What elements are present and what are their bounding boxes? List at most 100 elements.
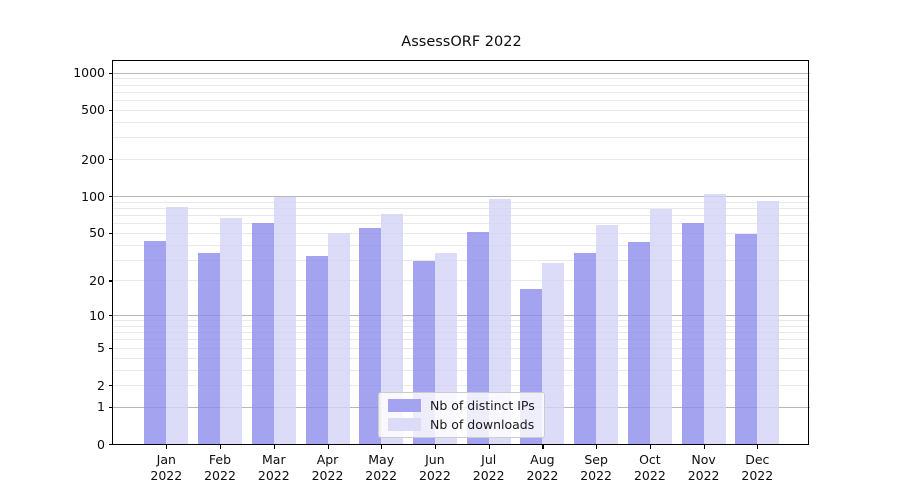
x-tick-mark (327, 444, 329, 450)
gridline-minor (113, 369, 810, 371)
bar-downloads (703, 194, 726, 445)
gridline-major (113, 315, 810, 317)
x-tick-mark (220, 444, 222, 450)
x-tick-label: Mar 2022 (257, 452, 290, 483)
x-tick-label: Sep 2022 (580, 452, 612, 483)
x-tick-label: Jul 2022 (472, 452, 505, 483)
bar-downloads (327, 232, 350, 445)
gridline-minor (113, 244, 810, 246)
bar-downloads (381, 214, 404, 445)
distinct-ips-swatch (388, 399, 421, 413)
gridline-minor (113, 137, 810, 139)
y-tick-mark (108, 72, 113, 74)
gridline-minor (113, 320, 810, 322)
gridline-minor (113, 109, 810, 111)
bar-downloads (596, 224, 619, 445)
x-tick-mark (488, 444, 490, 450)
gridline-minor (113, 159, 810, 160)
y-tick-mark (108, 280, 113, 282)
gridline-minor (113, 339, 810, 341)
y-tick-label: 500 (81, 102, 105, 118)
legend-entry-downloads: Nb of downloads (388, 417, 535, 432)
x-tick-mark (649, 444, 652, 450)
y-tick-label: 50 (89, 225, 105, 241)
y-tick-mark (108, 109, 113, 112)
legend: Nb of distinct IPs Nb of downloads (378, 392, 545, 438)
x-tick-mark (703, 444, 705, 450)
y-tick-label: 20 (89, 272, 105, 288)
x-tick-mark (596, 444, 598, 450)
gridline-minor (113, 100, 810, 102)
x-tick-label: Jun 2022 (418, 452, 451, 483)
gridline-minor (113, 201, 810, 203)
y-tick-label: 200 (81, 151, 105, 167)
bar-distinct-ips (681, 223, 704, 445)
gridline-minor (113, 78, 810, 80)
y-tick-label: 0 (97, 436, 105, 452)
y-tick-mark (108, 385, 113, 387)
x-tick-label: Apr 2022 (311, 452, 344, 483)
bar-distinct-ips (574, 253, 597, 445)
bar-distinct-ips (359, 227, 382, 445)
y-tick-label: 5 (97, 340, 105, 356)
gridline-major (113, 196, 810, 197)
x-tick-label: Jan 2022 (150, 452, 183, 483)
gridline-minor (113, 223, 810, 225)
bar-downloads (220, 218, 242, 445)
gridline-minor (113, 325, 810, 327)
x-tick-label: Feb 2022 (204, 452, 236, 483)
y-tick-mark (108, 196, 113, 198)
gridline-minor (113, 357, 810, 359)
x-tick-label: Nov 2022 (687, 452, 720, 483)
x-tick-label: Oct 2022 (633, 452, 666, 483)
gridline-minor (113, 232, 810, 234)
legend-label-downloads: Nb of downloads (430, 416, 535, 432)
x-tick-label: Aug 2022 (526, 452, 559, 483)
bar-distinct-ips (627, 241, 650, 445)
bar-distinct-ips (144, 240, 167, 445)
y-tick-label: 2 (97, 377, 105, 393)
bar-distinct-ips (198, 253, 220, 445)
legend-entry-distinct-ips: Nb of distinct IPs (388, 398, 535, 413)
x-tick-mark (757, 444, 759, 450)
gridline-minor (113, 214, 810, 216)
chart-title: AssessORF 2022 (401, 34, 522, 50)
bar-distinct-ips (735, 233, 758, 445)
gridline-minor (113, 207, 810, 209)
y-tick-mark (108, 444, 113, 446)
bar-downloads (166, 207, 189, 445)
bar-downloads (488, 198, 511, 445)
y-tick-label: 10 (89, 307, 105, 323)
y-tick-label: 100 (81, 188, 105, 204)
x-tick-label: Dec 2022 (741, 452, 774, 483)
gridline-minor (113, 280, 810, 282)
gridline-minor (113, 121, 810, 123)
bar-downloads (757, 201, 780, 445)
bar-distinct-ips (251, 223, 274, 445)
x-tick-label: May 2022 (365, 452, 398, 483)
x-tick-mark (381, 444, 383, 450)
x-tick-mark (273, 444, 275, 450)
x-tick-mark (434, 444, 437, 450)
y-tick-label: 1 (97, 399, 105, 415)
gridline-minor (113, 91, 810, 93)
bar-downloads (273, 197, 296, 445)
y-tick-mark (108, 159, 113, 161)
bar-distinct-ips (466, 231, 489, 445)
y-tick-label: 1000 (73, 65, 105, 81)
bar-distinct-ips (305, 256, 328, 445)
gridline-minor (113, 385, 810, 386)
gridline-minor (113, 84, 810, 86)
gridline-major (113, 72, 810, 74)
gridline-minor (113, 259, 810, 261)
y-tick-mark (108, 347, 113, 349)
y-tick-mark (108, 406, 113, 408)
gridline-minor (113, 332, 810, 334)
gridline-minor (113, 347, 810, 349)
bar-downloads (649, 209, 672, 445)
y-tick-mark (108, 315, 113, 317)
legend-label-distinct-ips: Nb of distinct IPs (430, 398, 535, 414)
downloads-swatch (388, 417, 421, 431)
x-tick-mark (166, 444, 168, 450)
